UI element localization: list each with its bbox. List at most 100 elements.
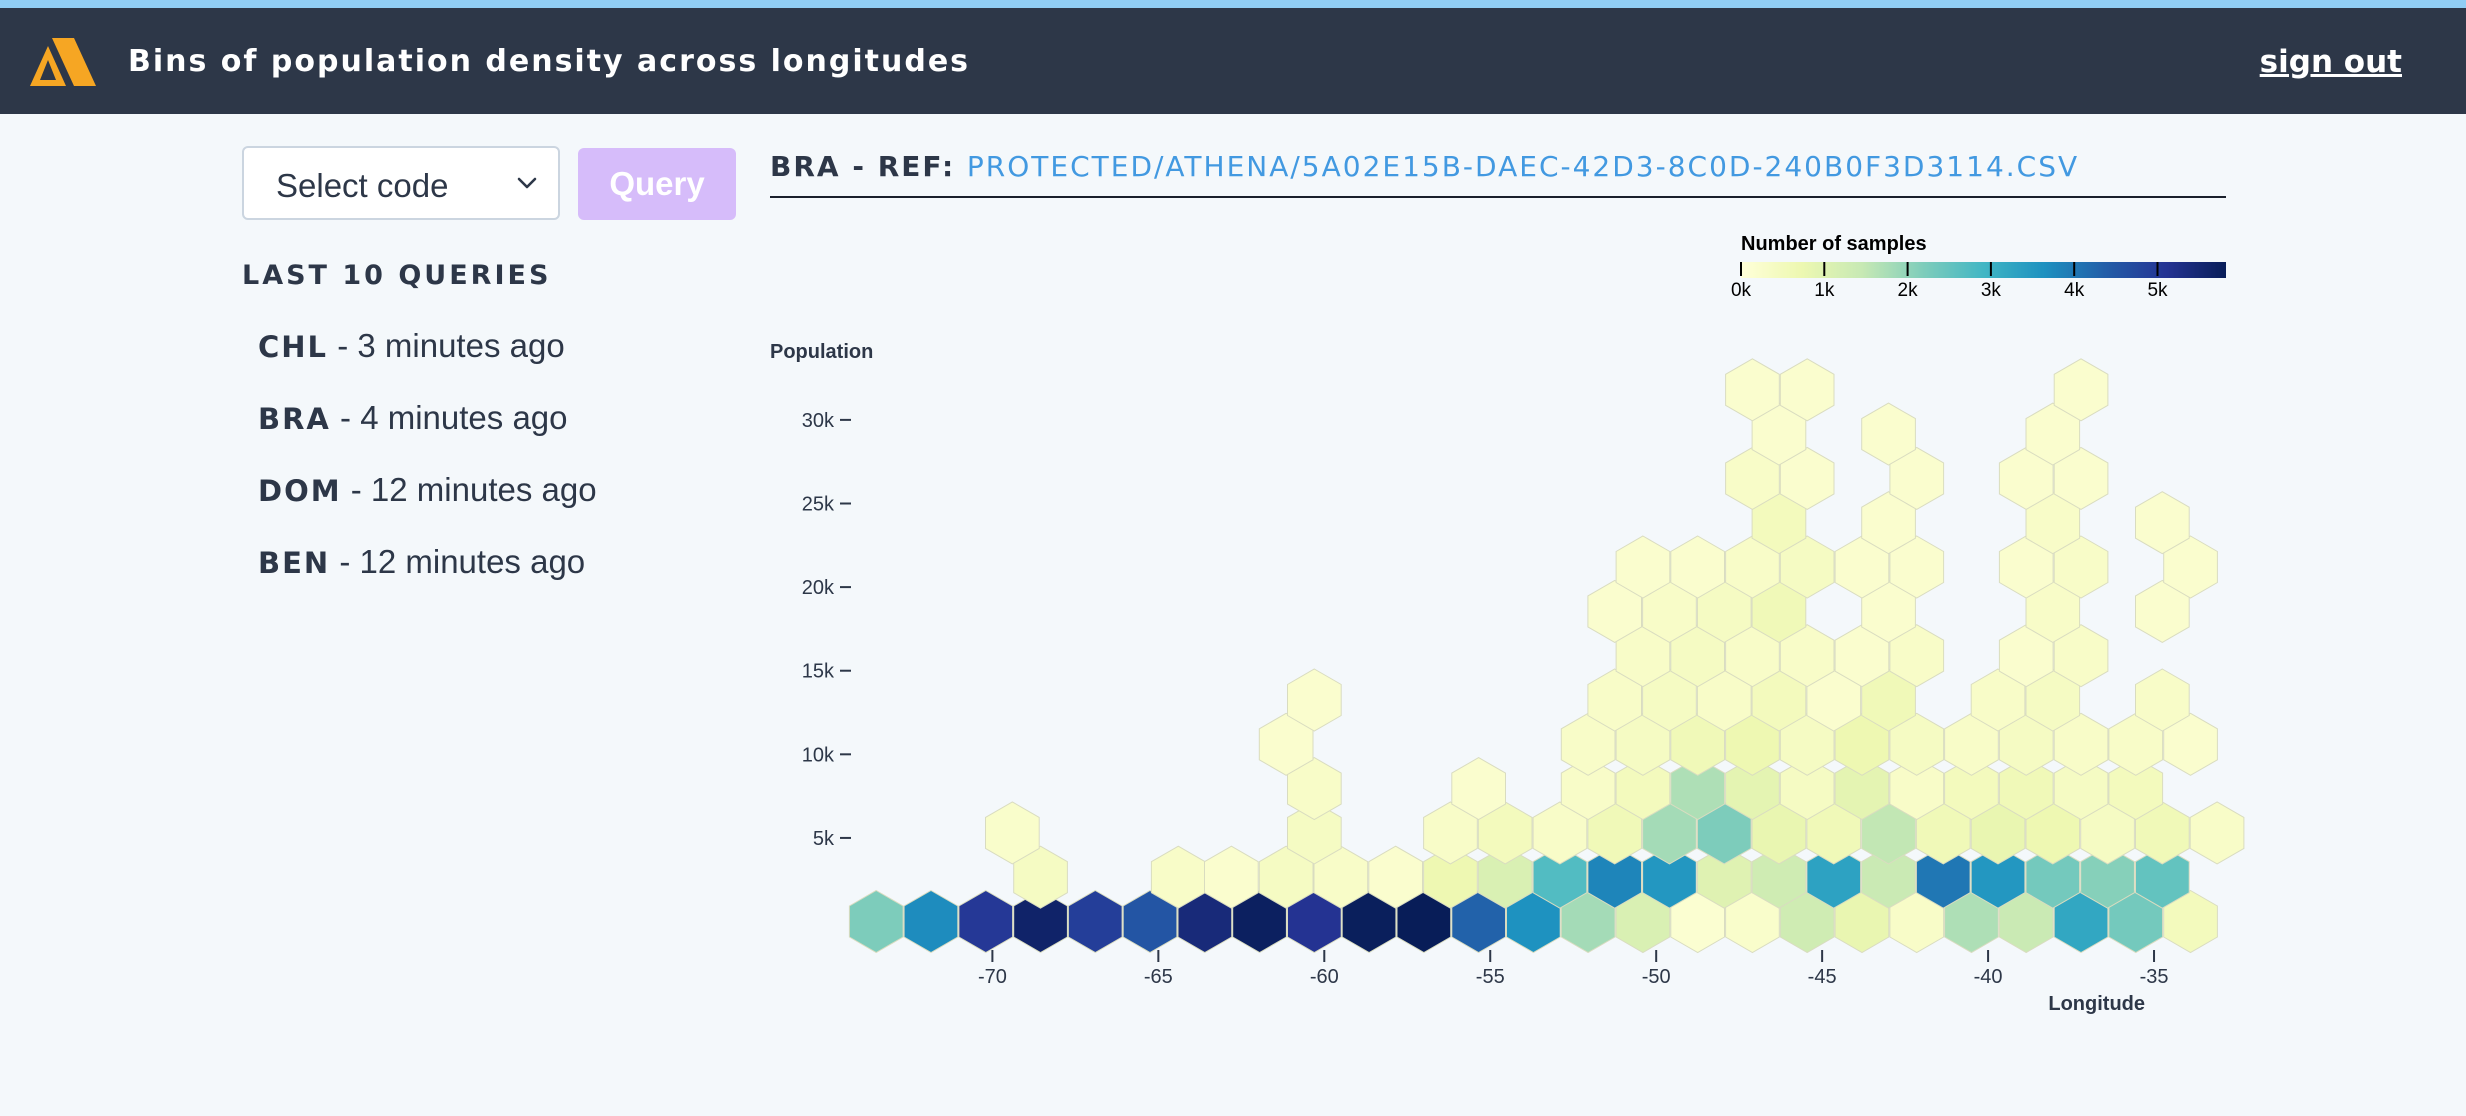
hexbin-cell [1861, 845, 1916, 909]
x-tick-label: -65 [1144, 966, 1173, 988]
y-tick-label: 20k [802, 577, 835, 599]
hexbin-cell [2108, 757, 2164, 821]
hexbin-cell [1287, 801, 1342, 865]
legend-title: Number of samples [1741, 233, 1927, 255]
code-select-value: Select code [276, 167, 449, 204]
legend-ticks: 0k 1k 2k 3k 4k 5k [1731, 262, 2168, 301]
hexbin-cell [1944, 757, 1999, 821]
recent-queries-list: CHL - 3 minutes ago BRA - 4 minutes ago … [258, 326, 597, 614]
hexbin-cell [1067, 889, 1123, 954]
y-tick-label: 25k [802, 493, 835, 515]
hexbin-cell [1861, 402, 1916, 466]
hexbin-cell [1013, 889, 1068, 954]
sign-out-link[interactable]: sign out [2259, 44, 2402, 80]
hexbin-cell [1915, 845, 1971, 909]
hexbin-cell [2135, 668, 2190, 732]
hexbin-cell [848, 889, 904, 954]
hexbin-cell [2080, 845, 2135, 909]
hexbin-cell [2053, 358, 2109, 422]
x-tick-label: -70 [978, 966, 1007, 988]
recent-query-time: - 12 minutes ago [341, 471, 597, 508]
hexbin-cell [1834, 757, 1890, 821]
hexbin-cell [1287, 668, 1342, 732]
recent-query-time: - 4 minutes ago [330, 399, 568, 436]
recent-query-item[interactable]: BEN - 12 minutes ago [258, 542, 597, 614]
hexbin-cell [1615, 535, 1671, 599]
hexbin-cell [2135, 845, 2190, 909]
hexbin-cell [958, 889, 1014, 954]
legend-tick-label: 1k [1814, 280, 1835, 301]
x-axis: Longitude -70 -65 -60 -55 -50 -45 -40 -35 [978, 950, 2169, 1015]
hexbin-cell [1696, 845, 1752, 909]
y-tick-label: 15k [802, 661, 835, 683]
recent-query-item[interactable]: DOM - 12 minutes ago [258, 470, 597, 542]
hexbin-cell [1998, 757, 2054, 821]
y-axis-label: Population [770, 341, 873, 363]
legend-gradient [1741, 262, 2226, 278]
hexbin-cell [2025, 845, 2081, 909]
x-tick-label: -35 [2140, 966, 2169, 988]
x-axis-label: Longitude [2048, 993, 2145, 1015]
y-tick-label: 5k [813, 828, 835, 850]
y-axis: Population 5k 10k 15k 20k 25k 30k [770, 341, 873, 850]
x-tick-label: -55 [1476, 966, 1505, 988]
x-tick-label: -45 [1808, 966, 1837, 988]
legend-tick-label: 5k [2147, 280, 2168, 301]
hexbin-cell [1587, 845, 1642, 909]
y-tick-label: 30k [802, 410, 835, 432]
hexbin-cell [1751, 845, 1807, 909]
app-title: Bins of population density across longit… [128, 44, 971, 79]
hexbin-cell [1204, 845, 1259, 909]
hexbin-cell [1615, 757, 1671, 821]
amplify-logo-icon [30, 38, 96, 86]
legend-tick-label: 2k [1898, 280, 1919, 301]
hexbin-cell [1451, 757, 1506, 821]
hexbin-cell [1560, 757, 1616, 821]
hexbin-cell [985, 801, 1040, 865]
y-tick-label: 10k [802, 744, 835, 766]
legend-tick-label: 4k [2064, 280, 2085, 301]
app-header: Bins of population density across longit… [0, 8, 2466, 114]
recent-query-item[interactable]: CHL - 3 minutes ago [258, 326, 597, 398]
x-tick-label: -60 [1310, 966, 1339, 988]
hexbin-cell [1889, 757, 1945, 821]
hexbin-cell [1670, 535, 1725, 599]
query-button[interactable]: Query [578, 148, 736, 220]
accent-stripe [0, 0, 2466, 8]
hexbin-cell [1532, 845, 1588, 909]
recent-queries-title: LAST 10 QUERIES [242, 260, 552, 291]
hexbin-cell [2053, 757, 2109, 821]
hexbin-cell [1725, 757, 1780, 821]
recent-query-code: BEN [258, 546, 331, 580]
recent-query-time: - 3 minutes ago [328, 327, 565, 364]
recent-query-code: DOM [258, 474, 342, 508]
hexbin-cell [1670, 757, 1725, 821]
hexbin-cell [1423, 845, 1478, 909]
hexbin-cell [903, 889, 959, 954]
legend-tick-label: 0k [1731, 280, 1752, 301]
legend: Number of samples 0k 1k 2k 3k 4k 5k [1731, 233, 2226, 301]
hexbin-cell [1779, 757, 1835, 821]
x-tick-label: -50 [1642, 966, 1671, 988]
hexbin-cell [1725, 358, 1780, 422]
hexbin-cell [1779, 358, 1835, 422]
reference-path-link[interactable]: PROTECTED/ATHENA/5A02E15B-DAEC-42D3-8C0D… [966, 150, 2080, 183]
hexbin-cell [1806, 845, 1862, 909]
hexbin-cells [848, 358, 2245, 954]
recent-query-time: - 12 minutes ago [330, 543, 586, 580]
recent-query-code: BRA [258, 402, 331, 436]
hexbin-cell [1368, 845, 1423, 909]
hexbin-cell [2189, 801, 2245, 865]
hexbin-cell [1642, 845, 1697, 909]
chevron-down-icon [517, 177, 537, 189]
recent-query-code: CHL [258, 330, 329, 364]
reference-prefix: BRA - REF: [770, 150, 967, 183]
hexbin-cell [1970, 845, 2026, 909]
reference-header: BRA - REF: PROTECTED/ATHENA/5A02E15B-DAE… [770, 150, 2226, 198]
hexbin-cell [1477, 845, 1533, 909]
code-select[interactable]: Select code [242, 146, 560, 220]
recent-query-item[interactable]: BRA - 4 minutes ago [258, 398, 597, 470]
legend-tick-label: 3k [1981, 280, 2002, 301]
hexbin-cell [2135, 491, 2190, 555]
